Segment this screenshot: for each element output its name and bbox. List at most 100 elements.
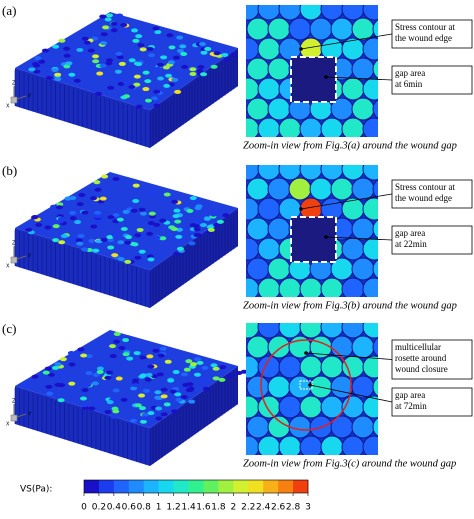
cell: [122, 337, 130, 342]
cell: [230, 52, 238, 57]
zoom-image: [246, 323, 378, 455]
zoom-cell: [320, 117, 344, 137]
colorbar-label: VS(Pa):: [20, 485, 52, 495]
zoom-cell: [246, 57, 270, 81]
triad-label: Z: [12, 81, 16, 87]
colorbar-tick-label: 0.4: [107, 503, 122, 513]
cell: [139, 355, 147, 360]
cell: [45, 384, 53, 389]
cell: [138, 207, 146, 212]
colorbar-tick-label: 2.8: [286, 503, 301, 513]
cell: [116, 55, 124, 60]
cell: [52, 238, 60, 243]
cell: [47, 372, 55, 377]
cell: [167, 60, 175, 65]
cell: [46, 391, 54, 396]
cell: [83, 40, 91, 45]
cell: [160, 387, 168, 392]
cell: [122, 209, 130, 214]
cell: [54, 77, 62, 82]
cell: [108, 344, 116, 349]
cell: [57, 216, 65, 221]
cell: [181, 64, 189, 69]
cell: [88, 406, 96, 411]
cell: [109, 354, 117, 359]
cell: [189, 71, 197, 76]
zoom-cell: [341, 277, 365, 297]
zoom-cell: [309, 17, 333, 41]
gap-dark: [291, 217, 336, 262]
cell: [81, 388, 89, 393]
cell: [169, 389, 177, 394]
cell: [99, 14, 107, 19]
cell: [156, 62, 164, 67]
cell: [139, 211, 147, 216]
cell: [156, 372, 164, 377]
zoom-cell: [246, 237, 260, 261]
cell: [171, 77, 179, 82]
zoom-cell: [330, 335, 354, 359]
cell: [193, 233, 201, 238]
zoom-cell: [351, 97, 375, 121]
cell: [153, 89, 161, 94]
zoom-cell: [246, 165, 260, 181]
zoom-cell: [246, 197, 260, 221]
zoom-cell: [257, 197, 281, 221]
zoom-cell: [362, 197, 378, 221]
caption: Zoom-in view from Fig.3(c) around the wo…: [243, 458, 456, 469]
cell: [79, 396, 87, 401]
cell: [81, 210, 89, 215]
cell: [87, 48, 95, 53]
zoom-cell: [341, 165, 365, 181]
colorbar-tick-label: 0.2: [92, 503, 106, 513]
zoom-cell: [372, 417, 378, 437]
cell: [124, 240, 132, 245]
cell: [111, 233, 119, 238]
cell: [57, 398, 65, 403]
zoom-cell: [246, 415, 270, 439]
zoom-cell: [278, 323, 302, 339]
cell: [121, 30, 129, 35]
cell: [93, 180, 101, 185]
cell: [32, 61, 40, 66]
cell: [146, 254, 154, 259]
zoom-cell: [288, 177, 312, 201]
gap-box: [290, 216, 337, 263]
cell: [76, 241, 84, 246]
cell: [100, 237, 108, 242]
cell: [122, 352, 130, 357]
cell: [115, 51, 123, 56]
cell: [52, 44, 60, 49]
cell: [188, 241, 196, 246]
zoom-cell: [278, 165, 302, 181]
zoom-cell: [257, 237, 281, 261]
arrow-line: [325, 236, 393, 241]
cell: [130, 208, 138, 213]
cell: [133, 82, 141, 87]
cell: [138, 249, 146, 254]
cell: [128, 85, 136, 90]
zoom-cell: [278, 37, 302, 61]
zoom-cell: [278, 197, 302, 221]
zoom-cell: [278, 5, 302, 21]
cell: [92, 54, 100, 59]
triad-label: X: [6, 422, 10, 428]
zoom-cell: [267, 57, 291, 81]
cell: [200, 50, 208, 55]
cell: [102, 25, 110, 30]
zoom-cell: [351, 415, 375, 439]
cell: [116, 217, 124, 222]
cell: [85, 354, 93, 359]
cell: [77, 347, 85, 352]
cell: [194, 357, 202, 362]
zoom-cell: [299, 435, 323, 455]
zoom-cell: [246, 37, 260, 61]
cell: [64, 196, 72, 201]
cell: [44, 225, 52, 230]
cell: [138, 393, 146, 398]
zoom-cell: [246, 335, 270, 359]
gap-box: [290, 56, 337, 103]
cell: [135, 62, 143, 67]
